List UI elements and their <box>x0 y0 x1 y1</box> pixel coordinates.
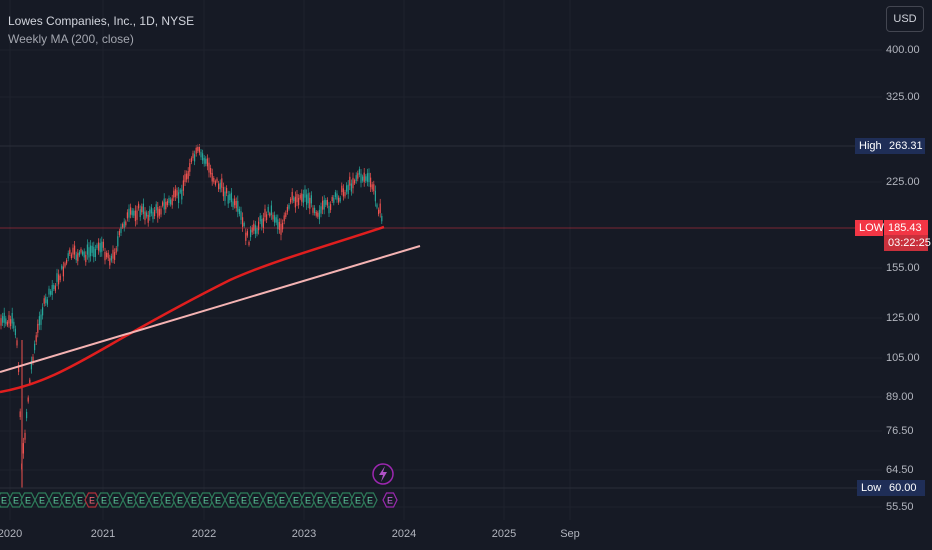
earnings-badge-label: E <box>101 496 107 506</box>
current-price: 185.43 <box>884 220 928 236</box>
price-tick: 76.50 <box>886 425 914 437</box>
price-tick: 125.00 <box>886 312 920 324</box>
grid <box>0 0 882 520</box>
earnings-badge-label: E <box>165 496 171 506</box>
time-label: 2022 <box>191 528 217 540</box>
time-label: 2021 <box>90 528 116 540</box>
current-label: LOW <box>855 220 884 236</box>
price-candles <box>0 144 383 488</box>
earnings-badge-label: E <box>77 496 83 506</box>
time-label: 2025 <box>491 528 517 540</box>
trend-line[interactable] <box>0 245 421 373</box>
earnings-badge-label: E <box>355 496 361 506</box>
earnings-badge-label: E <box>1 496 7 506</box>
low-value: 60.00 <box>885 480 925 496</box>
alert-marker[interactable] <box>372 463 394 485</box>
earnings-badge-label: E <box>267 496 273 506</box>
time-label: Sep <box>560 528 580 540</box>
earnings-badge[interactable]: E <box>210 492 226 508</box>
currency-button[interactable]: USD <box>886 6 924 32</box>
earnings-badge-label: E <box>13 496 19 506</box>
symbol-title[interactable]: Lowes Companies, Inc., 1D, NYSE <box>8 14 195 28</box>
time-label: 2020 <box>0 528 23 540</box>
earnings-badge[interactable]: E <box>20 492 36 508</box>
earnings-badge-label: E <box>229 496 235 506</box>
high-label: High <box>855 138 885 154</box>
earnings-badge-label: E <box>331 496 337 506</box>
lightning-icon <box>379 466 387 482</box>
earnings-badge[interactable]: E <box>382 492 398 508</box>
earnings-badge-label: E <box>279 496 285 506</box>
earnings-badge-label: E <box>367 496 373 506</box>
earnings-badge-label: E <box>343 496 349 506</box>
time-label: 2023 <box>291 528 317 540</box>
earnings-badge-label: E <box>177 496 183 506</box>
earnings-badge-label: E <box>317 496 323 506</box>
bar-countdown: 03:22:25 <box>884 235 931 251</box>
price-tick: 325.00 <box>886 91 920 103</box>
earnings-badge[interactable]: E <box>312 492 328 508</box>
earnings-badge-label: E <box>127 496 133 506</box>
earnings-badge-label: E <box>293 496 299 506</box>
price-tick: 155.00 <box>886 262 920 274</box>
high-value: 263.31 <box>885 138 925 154</box>
earnings-badge-label: E <box>25 496 31 506</box>
earnings-badge[interactable]: E <box>274 492 290 508</box>
price-tick: 64.50 <box>886 464 914 476</box>
earnings-badge-label: E <box>89 496 95 506</box>
earnings-badge-label: E <box>153 496 159 506</box>
earnings-badge-label: E <box>215 496 221 506</box>
earnings-badge-label: E <box>203 496 209 506</box>
earnings-badge-label: E <box>39 496 45 506</box>
weekly-ma-line <box>0 225 385 394</box>
price-tick: 89.00 <box>886 391 914 403</box>
earnings-badge-label: E <box>387 496 393 506</box>
price-tick: 55.50 <box>886 501 914 513</box>
earnings-badge-label: E <box>241 496 247 506</box>
price-tick: 225.00 <box>886 176 920 188</box>
earnings-badge[interactable]: E <box>134 492 150 508</box>
earnings-badge-label: E <box>53 496 59 506</box>
earnings-badge[interactable]: E <box>362 492 378 508</box>
price-tick: 105.00 <box>886 352 920 364</box>
earnings-badge[interactable]: E <box>34 492 50 508</box>
time-label: 2024 <box>391 528 417 540</box>
earnings-badge-label: E <box>139 496 145 506</box>
indicator-label[interactable]: Weekly MA (200, close) <box>8 32 134 46</box>
earnings-badge-label: E <box>305 496 311 506</box>
earnings-badge[interactable]: E <box>108 492 124 508</box>
earnings-badge-label: E <box>191 496 197 506</box>
low-label: Low <box>857 480 885 496</box>
earnings-badge-label: E <box>113 496 119 506</box>
earnings-badge-label: E <box>253 496 259 506</box>
earnings-badge[interactable]: E <box>172 492 188 508</box>
earnings-badge-label: E <box>65 496 71 506</box>
earnings-badge[interactable]: E <box>248 492 264 508</box>
price-tick: 400.00 <box>886 44 920 56</box>
chart-legend: Lowes Companies, Inc., 1D, NYSE Weekly M… <box>8 12 194 48</box>
